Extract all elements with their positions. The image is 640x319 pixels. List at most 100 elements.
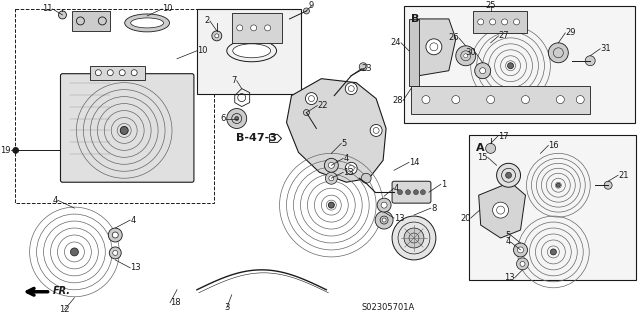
Polygon shape — [287, 79, 386, 182]
Polygon shape — [409, 19, 419, 85]
Text: 9: 9 — [308, 2, 314, 11]
Circle shape — [345, 83, 357, 95]
Ellipse shape — [125, 14, 170, 32]
Circle shape — [513, 19, 520, 25]
Text: 22: 22 — [317, 101, 328, 110]
Circle shape — [303, 109, 309, 115]
Text: 3: 3 — [224, 303, 230, 312]
Text: 18: 18 — [170, 298, 180, 307]
Circle shape — [328, 202, 334, 208]
Circle shape — [556, 183, 561, 187]
Text: 4: 4 — [506, 237, 511, 247]
Text: 14: 14 — [409, 158, 419, 167]
Text: 10: 10 — [162, 4, 173, 13]
Text: 31: 31 — [600, 44, 611, 53]
Circle shape — [506, 172, 511, 178]
Circle shape — [329, 176, 334, 181]
Circle shape — [108, 70, 113, 76]
Circle shape — [550, 249, 556, 255]
Circle shape — [604, 181, 612, 189]
Text: 17: 17 — [498, 132, 508, 141]
Circle shape — [522, 96, 529, 104]
Circle shape — [516, 258, 529, 270]
Text: 24: 24 — [390, 38, 401, 47]
Text: 13: 13 — [343, 168, 354, 177]
Text: 4: 4 — [394, 184, 399, 193]
Circle shape — [227, 108, 246, 129]
Text: 2: 2 — [205, 16, 210, 26]
Ellipse shape — [131, 18, 164, 28]
Text: 8: 8 — [431, 204, 436, 213]
Circle shape — [456, 46, 476, 66]
Text: 11: 11 — [42, 4, 52, 13]
Circle shape — [406, 190, 410, 195]
Circle shape — [381, 202, 387, 208]
Circle shape — [359, 63, 367, 71]
Text: 6: 6 — [220, 114, 226, 123]
Text: 28: 28 — [392, 96, 403, 105]
Text: 26: 26 — [448, 33, 459, 42]
Circle shape — [215, 34, 219, 38]
Circle shape — [422, 96, 430, 104]
Text: 15: 15 — [477, 153, 488, 162]
Text: A: A — [476, 144, 484, 153]
Circle shape — [108, 228, 122, 242]
Circle shape — [382, 218, 386, 222]
Circle shape — [237, 25, 243, 31]
Bar — [90, 66, 145, 80]
Text: 10: 10 — [197, 46, 207, 55]
Polygon shape — [413, 19, 456, 76]
Text: 30: 30 — [465, 48, 476, 57]
Circle shape — [520, 261, 525, 266]
Circle shape — [502, 19, 508, 25]
FancyBboxPatch shape — [392, 181, 431, 203]
Text: 29: 29 — [565, 28, 576, 37]
Text: 23: 23 — [361, 64, 372, 73]
Text: FR.: FR. — [52, 286, 70, 296]
Circle shape — [113, 250, 118, 256]
Circle shape — [420, 190, 426, 195]
Circle shape — [131, 70, 137, 76]
Circle shape — [235, 116, 239, 121]
Polygon shape — [479, 182, 525, 238]
Circle shape — [264, 25, 271, 31]
Circle shape — [490, 19, 495, 25]
Circle shape — [305, 93, 317, 105]
Circle shape — [452, 96, 460, 104]
Text: 4: 4 — [130, 216, 136, 225]
Bar — [197, 9, 301, 93]
Circle shape — [477, 19, 484, 25]
Text: 16: 16 — [548, 141, 559, 150]
Circle shape — [392, 216, 436, 260]
Circle shape — [480, 68, 486, 74]
Circle shape — [13, 147, 19, 153]
Circle shape — [120, 126, 128, 134]
Bar — [473, 11, 527, 33]
Circle shape — [324, 158, 339, 172]
Text: 1: 1 — [441, 180, 446, 189]
Bar — [404, 6, 635, 123]
Circle shape — [486, 144, 495, 153]
Circle shape — [497, 163, 520, 187]
Circle shape — [95, 70, 101, 76]
Ellipse shape — [233, 44, 271, 58]
Text: 27: 27 — [499, 31, 509, 41]
Text: 4: 4 — [52, 196, 58, 205]
Circle shape — [76, 17, 84, 25]
Circle shape — [375, 211, 393, 229]
Text: 21: 21 — [618, 171, 628, 180]
Circle shape — [513, 243, 527, 257]
Circle shape — [475, 63, 491, 79]
Text: 5: 5 — [506, 231, 511, 240]
Circle shape — [212, 31, 222, 41]
Circle shape — [508, 63, 513, 69]
Circle shape — [413, 190, 419, 195]
Text: B-47-3: B-47-3 — [236, 133, 277, 144]
Circle shape — [404, 228, 424, 248]
Circle shape — [328, 162, 334, 168]
Text: 5: 5 — [341, 139, 346, 148]
Text: 25: 25 — [485, 2, 496, 11]
Text: 19: 19 — [0, 146, 11, 155]
Text: 13: 13 — [504, 273, 515, 282]
Circle shape — [377, 198, 391, 212]
